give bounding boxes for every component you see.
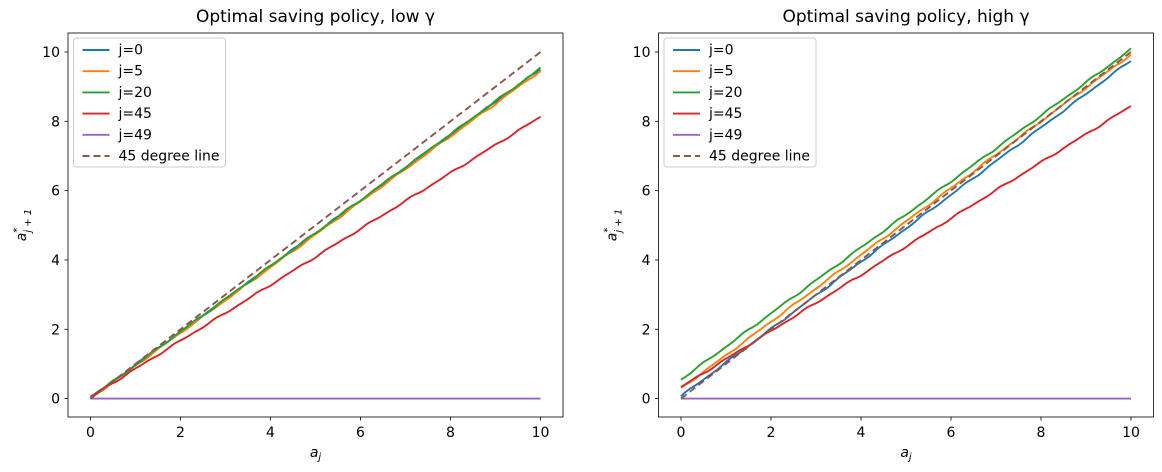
y-tick-label: 6	[642, 184, 651, 200]
legend-label: j=49	[118, 127, 152, 143]
x-tick-label: 10	[532, 425, 550, 441]
legend: j=0 j=5 j=20 j=45 j=49 45 degree line	[663, 37, 817, 168]
legend-label: j=45	[708, 106, 742, 122]
y-tick-label: 2	[51, 322, 60, 338]
x-tick-label: 6	[356, 425, 365, 441]
x-tick-label: 2	[767, 425, 776, 441]
series-line-j-20	[89, 66, 542, 399]
x-axis-label: aj	[310, 445, 322, 463]
x-tick-label: 8	[1037, 425, 1046, 441]
chart-low-gamma: 0 2 4 6 8 10 0 2 4 6 8 10 j=0 j=5 j=20 j=45 j=49 45 degre…	[12, 32, 564, 463]
legend-label: 45 degree line	[119, 149, 220, 165]
y-axis-label: a*j + 1	[603, 209, 625, 241]
x-tick-label: 0	[677, 425, 686, 441]
x-tick-label: 0	[86, 425, 95, 441]
x-tick-label: 4	[857, 425, 866, 441]
legend-label: j=20	[118, 85, 152, 101]
chart-title-low-gamma: Optimal saving policy, low γ	[196, 7, 435, 27]
y-tick-label: 2	[642, 322, 651, 338]
x-tick-label: 6	[947, 425, 956, 441]
legend-label: j=5	[708, 64, 734, 80]
y-tick-label: 6	[51, 184, 60, 200]
series-line-j-20	[680, 47, 1132, 381]
y-tick-label: 10	[42, 45, 60, 61]
legend-label: j=20	[708, 85, 742, 101]
y-tick-label: 10	[633, 45, 651, 61]
legend-label: j=49	[708, 127, 742, 143]
x-tick-label: 8	[446, 425, 455, 441]
y-axis-label: a*j + 1	[12, 209, 34, 241]
legend: j=0 j=5 j=20 j=45 j=49 45 degree line	[73, 37, 226, 168]
chart-high-gamma: 0 2 4 6 8 10 0 2 4 6 8 10 j=0 j=5 j=20 j=45 j=49 45 degre…	[603, 32, 1154, 463]
legend-box	[73, 37, 226, 168]
y-tick-label: 4	[51, 253, 60, 269]
y-tick-label: 0	[642, 392, 651, 408]
y-tick-label: 4	[642, 253, 651, 269]
y-tick-label: 0	[51, 392, 60, 408]
legend-label: j=0	[708, 43, 734, 59]
legend-label: 45 degree line	[709, 149, 810, 165]
y-tick-label: 8	[642, 114, 651, 130]
x-axis-label: aj	[900, 445, 912, 463]
x-tick-label: 2	[176, 425, 185, 441]
legend-label: j=45	[118, 106, 152, 122]
series-line-45-degree-line	[89, 51, 542, 400]
legend-label: j=0	[118, 43, 144, 59]
charts-layer: 0 2 4 6 8 10 0 2 4 6 8 10 j=0 j=5 j=20 j=45 j=49 45 degre…	[12, 32, 1154, 463]
series-line-45-degree-line	[680, 51, 1132, 400]
axes-frame	[658, 32, 1154, 418]
chart-title-high-gamma: Optimal saving policy, high γ	[782, 7, 1029, 27]
y-tick-label: 8	[51, 114, 60, 130]
x-tick-label: 4	[266, 425, 275, 441]
legend-label: j=5	[118, 64, 144, 80]
x-tick-label: 10	[1122, 425, 1140, 441]
legend-box	[663, 37, 817, 168]
axes-frame	[67, 32, 564, 418]
series-line-j-45	[90, 115, 541, 398]
